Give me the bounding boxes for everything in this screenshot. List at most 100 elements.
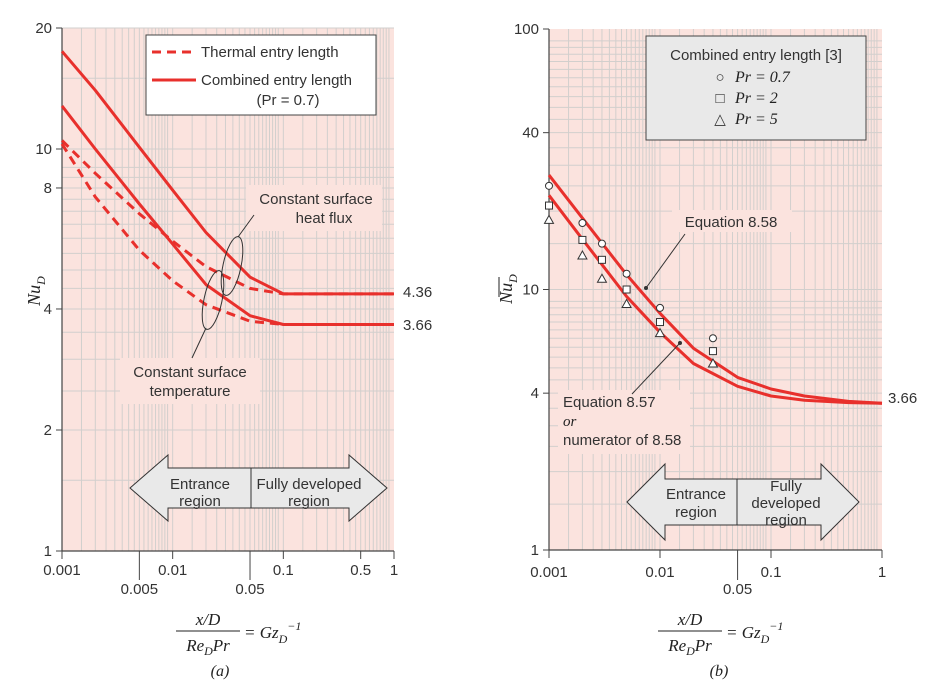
arrow-right-1: Fully developed (256, 476, 361, 493)
region-arrow (129, 453, 388, 523)
x-tick-label: 1 (390, 562, 398, 579)
marker-square (545, 201, 553, 210)
annotation-eq858: Equation 8.58 (685, 214, 778, 231)
legend-label: Pr = 0.7 (734, 69, 791, 86)
arrow-left-1: Entrance (666, 486, 726, 503)
legend-symbol: ○ (715, 69, 724, 86)
y-tick-label: 20 (35, 20, 52, 37)
leader-eq858 (645, 233, 686, 289)
region-arrow (626, 462, 860, 542)
marker-circle (545, 181, 553, 190)
annotation-temp-2: temperature (150, 383, 231, 400)
y-tick-label: 10 (522, 282, 539, 299)
x-label-denominator: ReDPr (185, 636, 230, 658)
series-combined-flux (60, 50, 394, 296)
arrow-right-1: Fully (770, 478, 802, 495)
leader-flux (237, 214, 255, 238)
leader-dot (678, 341, 682, 345)
legend-symbol: □ (715, 90, 724, 107)
marker-triangle (543, 214, 555, 224)
marker-circle (597, 239, 606, 248)
y-tick-label: 2 (44, 422, 52, 439)
arrow-right-3: region (765, 512, 807, 529)
arrow-left-2: region (179, 493, 221, 510)
arrow-left-2: region (675, 504, 717, 521)
x-tick-label: 0.001 (530, 564, 568, 581)
annotation-eq857-2: or (563, 414, 577, 430)
x-tick-label: 0.01 (158, 562, 187, 579)
value-3-66: 3.66 (403, 317, 432, 334)
y-tick-label: 100 (514, 21, 539, 38)
annotation-bg (120, 358, 260, 404)
marker-circle (656, 303, 664, 312)
annotation-bg (558, 390, 690, 454)
annotation-temp-1: Constant surface (133, 364, 246, 381)
x-tick-label: 0.5 (350, 562, 371, 579)
marker-triangle (596, 273, 608, 283)
marker-square (708, 347, 717, 356)
ellipse-temp (201, 270, 225, 330)
x-label-numerator: x/D (677, 610, 703, 629)
legend-symbol: △ (714, 111, 726, 128)
x-tick-label: 0.01 (645, 564, 674, 581)
panel-caption: (b) (710, 663, 729, 680)
legend-label: Pr = 2 (734, 90, 778, 107)
marker-circle (578, 219, 587, 228)
x-label-rhs: = GzD−1 (244, 619, 301, 646)
legend-note: (Pr = 0.7) (257, 92, 320, 109)
marker-square (656, 318, 664, 327)
marker-square (622, 285, 631, 294)
y-tick-label: 40 (522, 125, 539, 142)
marker-triangle (621, 298, 632, 308)
y-label: NuD (496, 274, 520, 305)
leader-dot (644, 286, 648, 290)
legend-box (145, 34, 377, 116)
y-tick-label: 1 (531, 542, 539, 559)
arrow-right-2: region (288, 493, 330, 510)
grid (61, 27, 394, 552)
x-tick-label: 1 (878, 564, 886, 581)
legend-label: Pr = 5 (734, 111, 778, 128)
y-label: NuD (24, 276, 48, 307)
annotation-flux-2: heat flux (296, 210, 353, 227)
x-tick-label: 0.001 (43, 562, 81, 579)
y-tick-label: 4 (44, 301, 52, 318)
marker-circle (622, 269, 631, 278)
marker-triangle (707, 357, 719, 368)
marker-square (578, 235, 587, 244)
arrow-right-2: developed (751, 495, 820, 512)
legend-label-thermal: Thermal entry length (201, 44, 339, 61)
value-4-36: 4.36 (403, 284, 432, 301)
y-tick-label: 10 (35, 141, 52, 158)
annotation-flux-1: Constant surface (259, 191, 372, 208)
marker-circle (708, 334, 717, 343)
x-tick-label: 0.05 (235, 581, 264, 598)
annotation-eq857-1: Equation 8.57 (563, 394, 656, 411)
marker-triangle (577, 250, 588, 260)
panel-caption: (a) (211, 663, 230, 680)
value-3-66: 3.66 (888, 390, 917, 407)
marker-square (597, 255, 606, 264)
arrow-left-1: Entrance (170, 476, 230, 493)
leader-temp (191, 327, 207, 359)
leader-eq857 (631, 342, 681, 395)
y-tick-label: 8 (44, 180, 52, 197)
marker-triangle (654, 327, 666, 338)
x-label-numerator: x/D (195, 610, 221, 629)
annotation-bg (672, 210, 792, 232)
series-combined-temp (60, 104, 394, 326)
annotation-bg (246, 185, 382, 231)
x-tick-label: 0.005 (121, 581, 159, 598)
series-eq857 (547, 194, 883, 405)
legend-title: Combined entry length [3] (670, 47, 842, 64)
x-tick-label: 0.1 (273, 562, 294, 579)
series-thermal-flux (60, 139, 394, 296)
legend-label-combined: Combined entry length (201, 72, 352, 89)
x-label-denominator: ReDPr (667, 636, 712, 658)
x-label-rhs: = GzD−1 (726, 619, 783, 646)
annotation-eq857-3: numerator of 8.58 (563, 432, 681, 449)
y-tick-label: 4 (531, 385, 539, 402)
x-tick-label: 0.1 (761, 564, 782, 581)
x-tick-label: 0.05 (723, 581, 752, 598)
